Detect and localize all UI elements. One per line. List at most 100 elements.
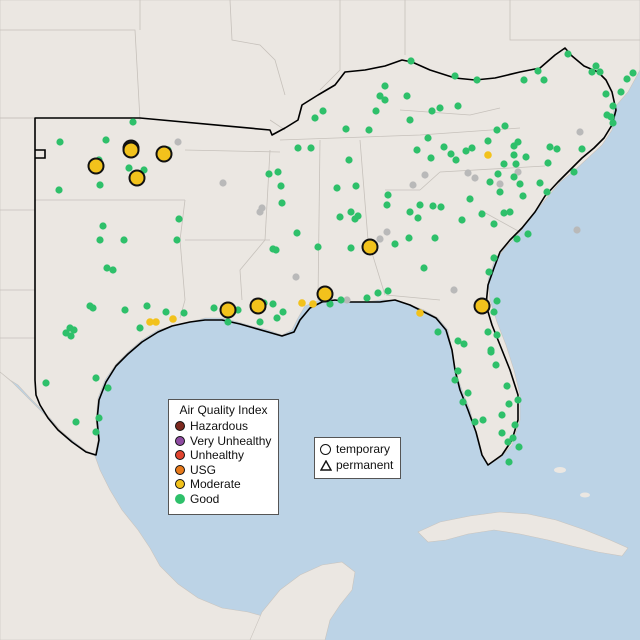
good-marker[interactable] [485, 268, 493, 276]
good-marker[interactable] [506, 208, 514, 216]
good-marker[interactable] [492, 361, 500, 369]
good-marker[interactable] [162, 308, 170, 316]
good-marker[interactable] [459, 398, 467, 406]
good-marker[interactable] [136, 324, 144, 332]
good-marker[interactable] [376, 92, 384, 100]
good-marker[interactable] [484, 328, 492, 336]
good-marker[interactable] [498, 411, 506, 419]
no-data-marker[interactable] [383, 228, 391, 236]
good-marker[interactable] [454, 367, 462, 375]
good-marker[interactable] [447, 150, 455, 158]
moderate-marker[interactable] [416, 309, 424, 317]
good-marker[interactable] [274, 168, 282, 176]
good-marker[interactable] [347, 244, 355, 252]
good-marker[interactable] [437, 203, 445, 211]
good-marker[interactable] [427, 154, 435, 162]
no-data-marker[interactable] [450, 286, 458, 294]
good-marker[interactable] [500, 209, 508, 217]
good-marker[interactable] [514, 396, 522, 404]
good-marker[interactable] [514, 138, 522, 146]
no-data-marker[interactable] [573, 226, 581, 234]
moderate-marker[interactable] [309, 300, 317, 308]
good-marker[interactable] [143, 302, 151, 310]
good-marker[interactable] [498, 429, 506, 437]
good-marker[interactable] [352, 182, 360, 190]
good-marker[interactable] [406, 208, 414, 216]
good-marker[interactable] [510, 173, 518, 181]
good-marker[interactable] [493, 297, 501, 305]
good-marker[interactable] [534, 67, 542, 75]
good-marker[interactable] [278, 199, 286, 207]
good-marker[interactable] [516, 180, 524, 188]
good-marker[interactable] [420, 264, 428, 272]
good-marker[interactable] [92, 428, 100, 436]
good-marker[interactable] [505, 458, 513, 466]
good-marker[interactable] [67, 332, 75, 340]
good-marker[interactable] [351, 215, 359, 223]
good-marker[interactable] [490, 254, 498, 262]
moderate-temporary-marker[interactable] [361, 238, 379, 256]
good-marker[interactable] [543, 188, 551, 196]
good-marker[interactable] [406, 116, 414, 124]
good-marker[interactable] [503, 382, 511, 390]
good-marker[interactable] [279, 308, 287, 316]
good-marker[interactable] [381, 82, 389, 90]
good-marker[interactable] [319, 107, 327, 115]
moderate-marker[interactable] [169, 315, 177, 323]
good-marker[interactable] [596, 68, 604, 76]
good-marker[interactable] [479, 416, 487, 424]
good-marker[interactable] [372, 107, 380, 115]
good-marker[interactable] [381, 96, 389, 104]
good-marker[interactable] [92, 374, 100, 382]
no-data-marker[interactable] [292, 273, 300, 281]
good-marker[interactable] [103, 264, 111, 272]
good-marker[interactable] [407, 57, 415, 65]
no-data-marker[interactable] [343, 296, 351, 304]
no-data-marker[interactable] [514, 168, 522, 176]
good-marker[interactable] [277, 182, 285, 190]
good-marker[interactable] [424, 134, 432, 142]
good-marker[interactable] [336, 213, 344, 221]
good-marker[interactable] [326, 300, 334, 308]
no-data-marker[interactable] [496, 180, 504, 188]
moderate-temporary-marker[interactable] [122, 141, 140, 159]
good-marker[interactable] [374, 289, 382, 297]
good-marker[interactable] [314, 243, 322, 251]
good-marker[interactable] [490, 308, 498, 316]
good-marker[interactable] [347, 208, 355, 216]
good-marker[interactable] [311, 114, 319, 122]
good-marker[interactable] [486, 178, 494, 186]
good-marker[interactable] [363, 294, 371, 302]
good-marker[interactable] [513, 235, 521, 243]
good-marker[interactable] [125, 164, 133, 172]
good-marker[interactable] [416, 201, 424, 209]
good-marker[interactable] [293, 229, 301, 237]
no-data-marker[interactable] [174, 138, 182, 146]
no-data-marker[interactable] [409, 181, 417, 189]
good-marker[interactable] [602, 90, 610, 98]
good-marker[interactable] [454, 337, 462, 345]
moderate-temporary-marker[interactable] [87, 157, 105, 175]
good-marker[interactable] [384, 287, 392, 295]
moderate-temporary-marker[interactable] [473, 297, 491, 315]
good-marker[interactable] [121, 306, 129, 314]
good-marker[interactable] [546, 143, 554, 151]
good-marker[interactable] [609, 119, 617, 127]
good-marker[interactable] [468, 144, 476, 152]
good-marker[interactable] [95, 414, 103, 422]
good-marker[interactable] [56, 138, 64, 146]
good-marker[interactable] [617, 88, 625, 96]
moderate-temporary-marker[interactable] [249, 297, 267, 315]
good-marker[interactable] [273, 314, 281, 322]
good-marker[interactable] [607, 113, 615, 121]
moderate-marker[interactable] [484, 151, 492, 159]
good-marker[interactable] [342, 125, 350, 133]
moderate-temporary-marker[interactable] [128, 169, 146, 187]
good-marker[interactable] [104, 384, 112, 392]
good-marker[interactable] [578, 145, 586, 153]
good-marker[interactable] [120, 236, 128, 244]
good-marker[interactable] [520, 76, 528, 84]
good-marker[interactable] [509, 434, 517, 442]
good-marker[interactable] [512, 160, 520, 168]
good-marker[interactable] [524, 230, 532, 238]
